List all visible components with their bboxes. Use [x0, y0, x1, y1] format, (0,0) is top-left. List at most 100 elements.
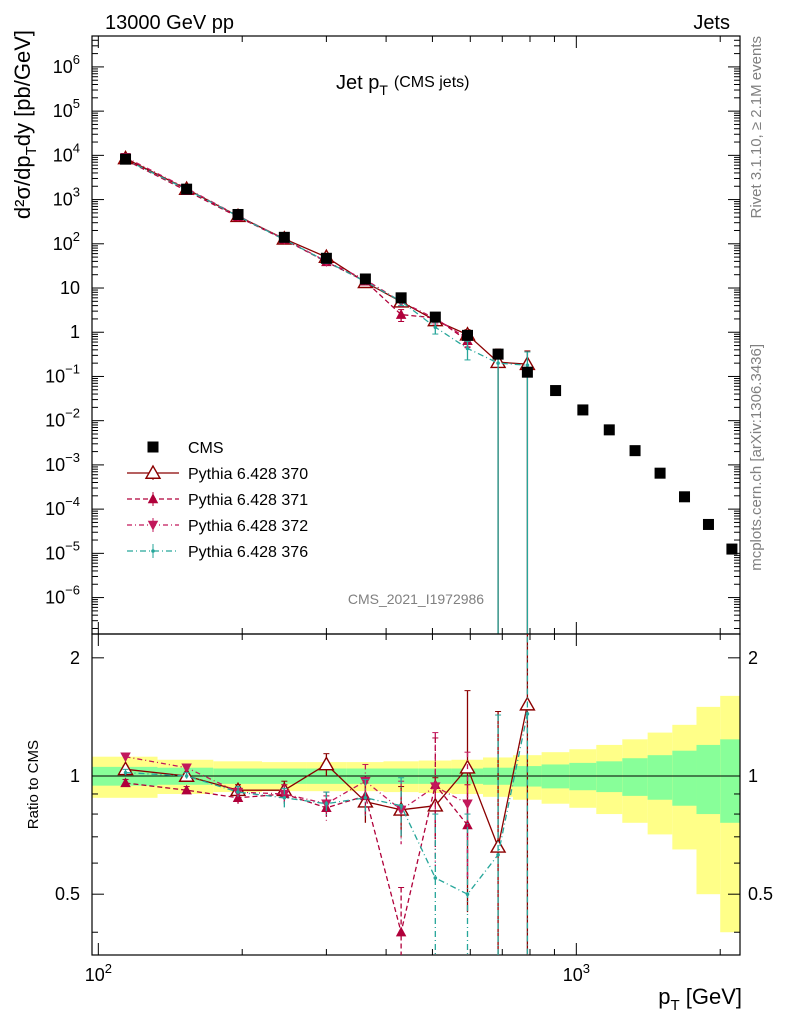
main-panel: 10610510410310210110−110−210−310−410−510… — [45, 35, 741, 635]
x-tick-label: 102 — [85, 961, 112, 985]
y-tick-label-exp: 5 — [73, 96, 80, 111]
marker-triangle-up-open — [318, 756, 335, 771]
marker-square — [550, 385, 562, 397]
x-ticks: 102 103 — [85, 36, 721, 985]
x-axis-label-main: p — [658, 984, 670, 1009]
marker-square — [120, 153, 132, 165]
marker-triangle-up — [120, 777, 131, 788]
y-tick-label-base: 10 — [45, 366, 65, 386]
marker-square — [181, 183, 193, 195]
ratio-series — [117, 634, 536, 955]
ratio-tick-label-right: 0.5 — [748, 884, 773, 904]
y-tick-label-base: 10 — [45, 455, 65, 475]
legend-label: Pythia 6.428 370 — [188, 466, 308, 483]
header-right: Jets — [693, 12, 730, 34]
y-axis-label-sub: T — [23, 146, 40, 155]
y-tick-label: 10−6 — [45, 583, 80, 608]
y-tick-label-exp: −5 — [65, 538, 80, 553]
marker-dot — [525, 712, 530, 716]
ratio-pythia-6-428-372 — [120, 732, 473, 878]
marker-dot — [324, 801, 329, 806]
marker-triangle-down — [395, 805, 407, 816]
marker-square — [702, 518, 714, 530]
marker-triangle-up — [181, 784, 192, 795]
marker-dot — [123, 770, 128, 775]
series-cms — [120, 153, 738, 555]
marker-triangle-down — [279, 789, 290, 800]
y-tick-label-base: 10 — [60, 278, 80, 298]
ratio-pythia-6-428-376 — [122, 634, 530, 955]
y-axis-label-main: d²σ/dp — [10, 155, 35, 219]
y-tick-label: 102 — [53, 229, 80, 254]
y-tick-label-exp: 6 — [73, 52, 80, 67]
y-tick-label: 103 — [53, 185, 80, 210]
marker-square — [147, 441, 159, 453]
side-note-top: Rivet 3.1.10, ≥ 2.1M events — [748, 36, 765, 219]
analysis-watermark: CMS_2021_I1972986 — [348, 591, 484, 607]
marker-square — [492, 348, 504, 360]
marker-dot — [496, 852, 500, 857]
marker-triangle-down — [147, 520, 159, 531]
ratio-y-ticks: 2 2 1 1 0.5 0.5 — [55, 648, 773, 933]
marker-square — [577, 404, 589, 416]
y-tick-label-exp: 2 — [73, 229, 80, 244]
y-tick-label: 104 — [53, 140, 80, 165]
y-tick-label: 10−2 — [45, 406, 80, 431]
band-inner — [596, 761, 623, 793]
marker-triangle-down — [181, 763, 192, 774]
plot-title-paren: (CMS jets) — [394, 74, 470, 91]
band-inner — [696, 744, 721, 815]
header-left: 13000 GeV pp — [105, 12, 234, 34]
y-tick-label-exp: −6 — [65, 583, 80, 598]
y-tick-label-exp: −2 — [65, 406, 80, 421]
marker-triangle-down — [462, 799, 473, 810]
ratio-frame — [91, 633, 741, 956]
marker-square — [521, 366, 533, 378]
marker-dot — [496, 361, 500, 365]
ratio-line — [125, 782, 469, 933]
marker-square — [679, 491, 691, 503]
side-note-bottom: mcplots.cern.ch [arXiv:1306.3436] — [748, 344, 765, 571]
marker-dot — [236, 790, 240, 794]
y-tick-label-base: 10 — [53, 234, 73, 254]
ratio-tick-label-left: 1 — [70, 766, 80, 786]
y-tick-label: 10 — [60, 278, 80, 298]
y-tick-label: 105 — [53, 96, 80, 121]
marker-triangle-up — [147, 493, 159, 504]
series-line — [125, 156, 468, 340]
y-tick-label-base: 1 — [70, 322, 80, 342]
y-tick-label: 10−1 — [45, 361, 80, 386]
ratio-panel: 102 103 2 2 1 1 0.5 0.5 — [55, 36, 773, 985]
band-inner — [569, 762, 597, 791]
ratio-tick-label-left: 0.5 — [55, 884, 80, 904]
marker-square — [395, 292, 407, 304]
band-inner — [720, 739, 740, 823]
y-tick-label-exp: −4 — [65, 494, 80, 509]
marker-square — [320, 252, 332, 264]
plot-title-sub: T — [379, 82, 388, 98]
y-tick-label-exp: 4 — [73, 140, 80, 155]
y-tick-label: 10−4 — [45, 494, 80, 519]
x-axis-label: pT [GeV] — [658, 984, 742, 1014]
x-tick-label-base: 10 — [563, 965, 583, 985]
marker-dot — [465, 346, 470, 351]
y-tick-label: 1 — [70, 322, 80, 342]
marker-dot — [184, 774, 189, 778]
ratio-tick-label-left: 2 — [70, 648, 80, 668]
y-tick-label: 106 — [53, 52, 80, 77]
marker-square — [629, 445, 641, 457]
marker-square — [359, 273, 371, 285]
y-tick-label-base: 10 — [45, 543, 65, 563]
plot-title: Jet pT (CMS jets) — [336, 72, 469, 98]
y-ticks: 10610510410310210110−110−210−310−410−510… — [45, 35, 740, 629]
marker-square — [232, 208, 244, 220]
marker-dot — [433, 876, 438, 880]
marker-dot — [151, 549, 155, 553]
marker-square — [461, 329, 473, 341]
legend-label: Pythia 6.428 372 — [188, 518, 308, 535]
y-tick-label: 10−5 — [45, 538, 80, 563]
x-axis-label-sub: T — [670, 997, 679, 1014]
y-tick-label-exp: −1 — [65, 361, 80, 376]
y-tick-label-base: 10 — [53, 101, 73, 121]
marker-triangle-up-open — [144, 464, 162, 479]
